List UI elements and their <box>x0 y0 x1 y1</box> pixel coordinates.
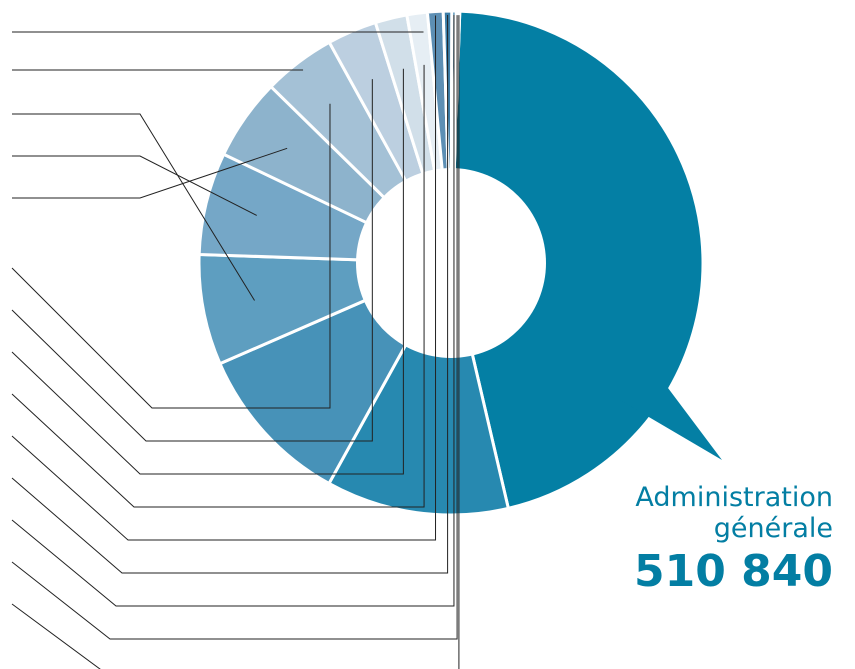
speech-bubble-tail <box>620 388 722 460</box>
leader-line-15 <box>11 15 460 669</box>
leader-line-13 <box>11 15 455 607</box>
donut-hole <box>356 168 546 358</box>
highlight-name-line2: générale <box>713 513 833 544</box>
pie-slice-1 <box>449 9 705 511</box>
leader-line-12 <box>11 15 449 574</box>
leader-line-5 <box>12 155 257 216</box>
leader-line-9 <box>11 68 404 475</box>
highlight-callout: Administration générale 510 840 <box>634 482 833 600</box>
highlight-value: 510 840 <box>633 546 833 597</box>
highlight-name-line1: Administration <box>635 482 833 513</box>
leader-line-7 <box>11 103 331 409</box>
leader-line-11 <box>11 15 437 541</box>
leader-line-8 <box>11 79 373 442</box>
leader-line-4 <box>12 113 255 301</box>
leader-line-10 <box>11 64 425 508</box>
leader-lines <box>11 15 460 669</box>
leader-line-14 <box>11 15 458 640</box>
leader-line-6 <box>12 147 288 199</box>
